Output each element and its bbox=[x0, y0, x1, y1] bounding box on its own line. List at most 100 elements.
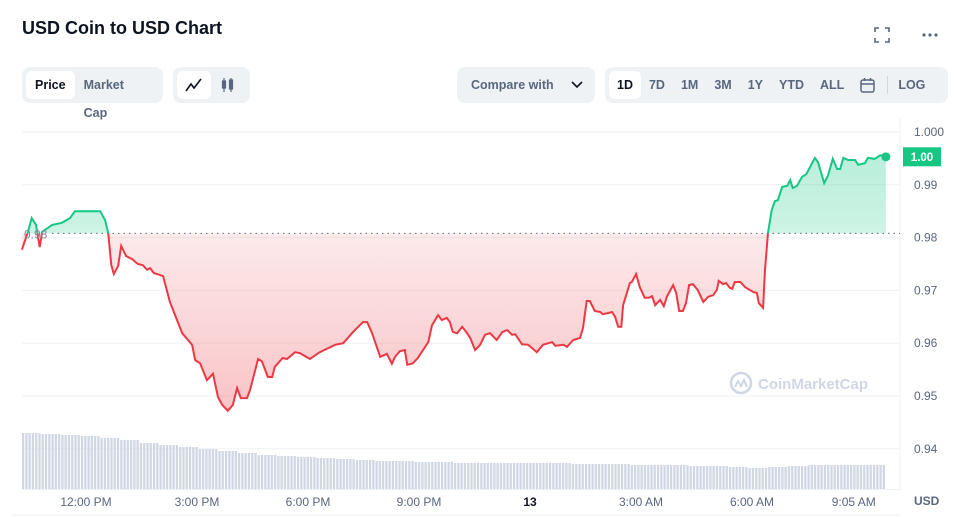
volume-bar bbox=[722, 466, 725, 489]
volume-bar bbox=[771, 467, 774, 489]
volume-bar bbox=[761, 468, 764, 489]
volume-bar bbox=[856, 465, 859, 489]
more-horizontal-icon[interactable] bbox=[918, 23, 942, 47]
volume-bar bbox=[454, 463, 457, 489]
volume-bar bbox=[859, 465, 863, 489]
period-ytd[interactable]: YTD bbox=[779, 78, 805, 92]
volume-bar bbox=[234, 451, 237, 489]
period-all[interactable]: ALL bbox=[820, 78, 845, 92]
volume-bar bbox=[179, 447, 182, 489]
compare-with-dropdown[interactable]: Compare with bbox=[457, 67, 595, 103]
volume-bar bbox=[238, 453, 241, 489]
volume-bar bbox=[97, 436, 100, 489]
log-scale-toggle[interactable]: LOG bbox=[898, 78, 926, 92]
volume-bar bbox=[31, 433, 35, 489]
volume-bar bbox=[310, 457, 313, 489]
tab-market-cap[interactable]: Market Cap bbox=[83, 78, 124, 120]
volume-bar bbox=[208, 449, 211, 489]
volume-bar bbox=[535, 463, 539, 489]
period-1d[interactable]: 1D bbox=[609, 71, 641, 99]
volume-bar bbox=[172, 445, 175, 489]
volume-bar bbox=[552, 463, 555, 489]
volume-bar bbox=[152, 443, 156, 489]
volume-bar bbox=[349, 459, 352, 489]
volume-bar bbox=[195, 447, 198, 489]
volume-bar bbox=[418, 462, 421, 489]
volume-bar bbox=[480, 463, 483, 489]
volume-bar bbox=[584, 464, 588, 489]
volume-bar bbox=[787, 466, 791, 489]
calendar-icon[interactable] bbox=[852, 71, 883, 99]
volume-bar bbox=[470, 463, 473, 489]
y-tick-label: 0.99 bbox=[914, 178, 938, 192]
current-price-badge-text: 1.00 bbox=[911, 152, 933, 164]
volume-bar bbox=[784, 467, 787, 489]
volume-bar bbox=[228, 451, 231, 489]
volume-bar bbox=[257, 455, 260, 489]
volume-bar bbox=[571, 464, 575, 489]
volume-bar bbox=[398, 461, 401, 489]
volume-bar bbox=[509, 463, 512, 489]
volume-bar bbox=[846, 465, 849, 489]
volume-bar bbox=[781, 467, 784, 489]
volume-bar bbox=[355, 460, 359, 489]
volume-bar bbox=[280, 456, 283, 489]
volume-bar bbox=[545, 463, 548, 489]
volume-bar bbox=[136, 440, 139, 489]
volume-bar bbox=[447, 462, 450, 489]
x-tick-label: 3:00 PM bbox=[175, 495, 220, 509]
price-area-down bbox=[21, 233, 768, 411]
volume-bar bbox=[267, 455, 270, 489]
period-7d[interactable]: 7D bbox=[648, 78, 665, 92]
volume-bar bbox=[637, 465, 640, 489]
volume-bar bbox=[686, 465, 689, 489]
volume-bar bbox=[166, 445, 169, 489]
tab-price[interactable]: Price bbox=[26, 71, 75, 99]
period-1y[interactable]: 1Y bbox=[747, 78, 764, 92]
line-chart-icon[interactable] bbox=[177, 71, 211, 99]
volume-bar bbox=[303, 457, 306, 489]
volume-bar bbox=[503, 463, 506, 489]
volume-bar bbox=[306, 457, 309, 489]
volume-bar bbox=[591, 464, 594, 489]
fullscreen-icon[interactable] bbox=[870, 23, 894, 47]
volume-bar bbox=[732, 467, 735, 489]
volume-bar bbox=[283, 456, 287, 489]
volume-bar bbox=[35, 433, 38, 489]
page-title: USD Coin to USD Chart bbox=[22, 18, 222, 38]
volume-bar bbox=[872, 465, 876, 489]
volume-bar bbox=[699, 466, 702, 489]
coinmarketcap-watermark: CoinMarketCap bbox=[729, 371, 868, 395]
y-tick-label: 0.94 bbox=[914, 442, 938, 456]
volume-bar bbox=[424, 462, 427, 489]
volume-bar bbox=[126, 440, 129, 489]
volume-bar bbox=[44, 434, 48, 489]
volume-bar bbox=[532, 463, 535, 489]
volume-bar bbox=[149, 443, 152, 489]
candlestick-icon[interactable] bbox=[211, 71, 245, 99]
volume-bar bbox=[800, 466, 804, 489]
volume-bar bbox=[323, 458, 326, 489]
compare-with-label: Compare with bbox=[471, 78, 554, 92]
volume-bar bbox=[542, 463, 545, 489]
volume-bar bbox=[175, 445, 179, 489]
current-price-point bbox=[881, 152, 891, 162]
volume-bar bbox=[25, 433, 28, 489]
period-3m[interactable]: 3M bbox=[714, 78, 732, 92]
volume-bar bbox=[71, 435, 74, 489]
volume-bar bbox=[715, 466, 719, 489]
volume-bar bbox=[853, 465, 856, 489]
volume-bar bbox=[696, 466, 699, 489]
reference-price-label: 0.98 bbox=[24, 227, 48, 241]
volume-bar bbox=[656, 465, 660, 489]
volume-bar bbox=[882, 465, 885, 489]
volume-bar bbox=[683, 465, 686, 489]
period-1m[interactable]: 1M bbox=[680, 78, 699, 92]
volume-bar bbox=[103, 438, 107, 489]
volume-bar bbox=[634, 465, 637, 489]
volume-bar bbox=[329, 458, 332, 489]
volume-bar bbox=[575, 464, 578, 489]
volume-bar bbox=[876, 465, 879, 489]
volume-bar bbox=[745, 467, 748, 489]
